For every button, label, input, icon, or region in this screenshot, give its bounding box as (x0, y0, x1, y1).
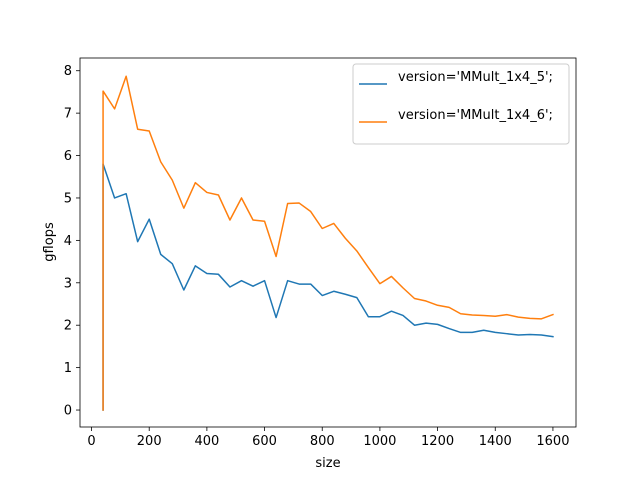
y-tick-label: 7 (64, 107, 72, 122)
y-axis: 0 1 2 3 4 5 6 7 8 (64, 64, 80, 419)
x-tick-label: 1200 (421, 434, 454, 449)
y-tick-label: 8 (64, 64, 72, 79)
x-axis: 0 200 400 600 800 1000 1200 1400 1600 (87, 427, 569, 449)
y-axis-label: gflops (42, 222, 57, 262)
legend-label-2: version='MMult_1x4_6'; (398, 108, 553, 123)
y-tick-label: 5 (64, 191, 72, 206)
y-tick-label: 0 (64, 404, 72, 419)
x-tick-label: 800 (310, 434, 335, 449)
series-layer (102, 75, 554, 411)
legend-label-1: version='MMult_1x4_5'; (398, 70, 553, 85)
legend: version='MMult_1x4_5'; version='MMult_1x4… (352, 63, 570, 145)
series-line-1 (102, 163, 554, 411)
x-tick-label: 200 (137, 434, 162, 449)
legend-box (352, 63, 570, 145)
x-axis-label: size (315, 456, 340, 471)
x-tick-label: 1400 (479, 434, 512, 449)
y-tick-label: 6 (64, 149, 72, 164)
plot-frame (79, 57, 577, 428)
x-tick-label: 1000 (363, 434, 396, 449)
x-tick-label: 0 (87, 434, 95, 449)
y-tick-label: 2 (64, 319, 72, 334)
series-line-2 (102, 75, 554, 411)
x-tick-label: 1600 (536, 434, 569, 449)
y-tick-label: 4 (64, 234, 72, 249)
y-tick-label: 3 (64, 276, 72, 291)
x-tick-label: 400 (194, 434, 219, 449)
y-tick-label: 1 (64, 361, 72, 376)
x-tick-label: 600 (252, 434, 277, 449)
